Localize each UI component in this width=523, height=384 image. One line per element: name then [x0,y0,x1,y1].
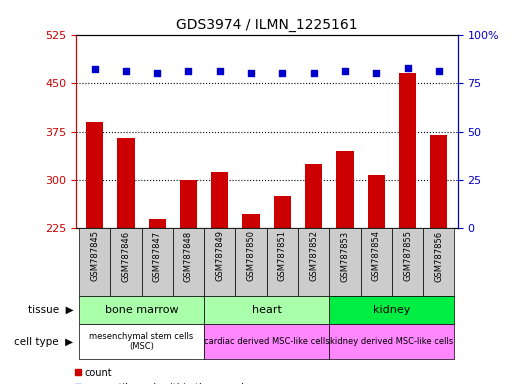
Text: GSM787847: GSM787847 [153,230,162,281]
Bar [235,228,267,296]
Bar [180,180,197,374]
Bar [173,228,204,296]
Text: GSM787851: GSM787851 [278,230,287,281]
Text: GSM787848: GSM787848 [184,230,193,281]
Bar [110,228,142,296]
Point [90,66,99,73]
Text: cell type  ▶: cell type ▶ [14,337,73,347]
Text: GSM787853: GSM787853 [340,230,349,281]
Text: GSM787845: GSM787845 [90,230,99,281]
Point [278,70,287,76]
Bar [267,228,298,296]
Bar [392,228,423,296]
Point [403,65,412,71]
Bar [142,228,173,296]
Title: GDS3974 / ILMN_1225161: GDS3974 / ILMN_1225161 [176,18,358,32]
Bar [430,135,448,374]
Bar [204,324,329,359]
Text: GSM787849: GSM787849 [215,230,224,281]
Bar [329,324,454,359]
Text: GSM787854: GSM787854 [372,230,381,281]
Point [122,68,130,74]
Point [435,68,443,74]
Bar [305,164,322,374]
Text: kidney derived MSC-like cells: kidney derived MSC-like cells [331,337,453,346]
Bar [204,228,235,296]
Point [341,68,349,74]
Bar [79,324,204,359]
Text: GSM787852: GSM787852 [309,230,318,281]
Text: cardiac derived MSC-like cells: cardiac derived MSC-like cells [204,337,329,346]
Text: kidney: kidney [373,305,411,315]
Bar [329,296,454,324]
Text: tissue  ▶: tissue ▶ [28,305,73,315]
Point [215,68,224,74]
Point [247,70,255,76]
Bar [298,228,329,296]
Bar [149,219,166,374]
Text: GSM787850: GSM787850 [246,230,256,281]
Bar [274,196,291,374]
Bar [361,228,392,296]
Point [184,68,192,74]
Point [372,70,380,76]
Text: bone marrow: bone marrow [105,305,178,315]
Text: GSM787855: GSM787855 [403,230,412,281]
Text: heart: heart [252,305,282,315]
Text: GSM787856: GSM787856 [434,230,444,281]
Text: mesenchymal stem cells
(MSC): mesenchymal stem cells (MSC) [89,332,194,351]
Bar [117,138,134,374]
Text: GSM787846: GSM787846 [121,230,130,281]
Bar [204,296,329,324]
Legend: count, percentile rank within the sample: count, percentile rank within the sample [70,364,254,384]
Bar [211,172,229,374]
Point [310,70,318,76]
Bar [336,151,354,374]
Bar [423,228,454,296]
Bar [399,73,416,374]
Bar [86,122,103,374]
Bar [329,228,361,296]
Bar [79,228,110,296]
Bar [368,175,385,374]
Point [153,70,162,76]
Bar [243,214,260,374]
Bar [79,296,204,324]
